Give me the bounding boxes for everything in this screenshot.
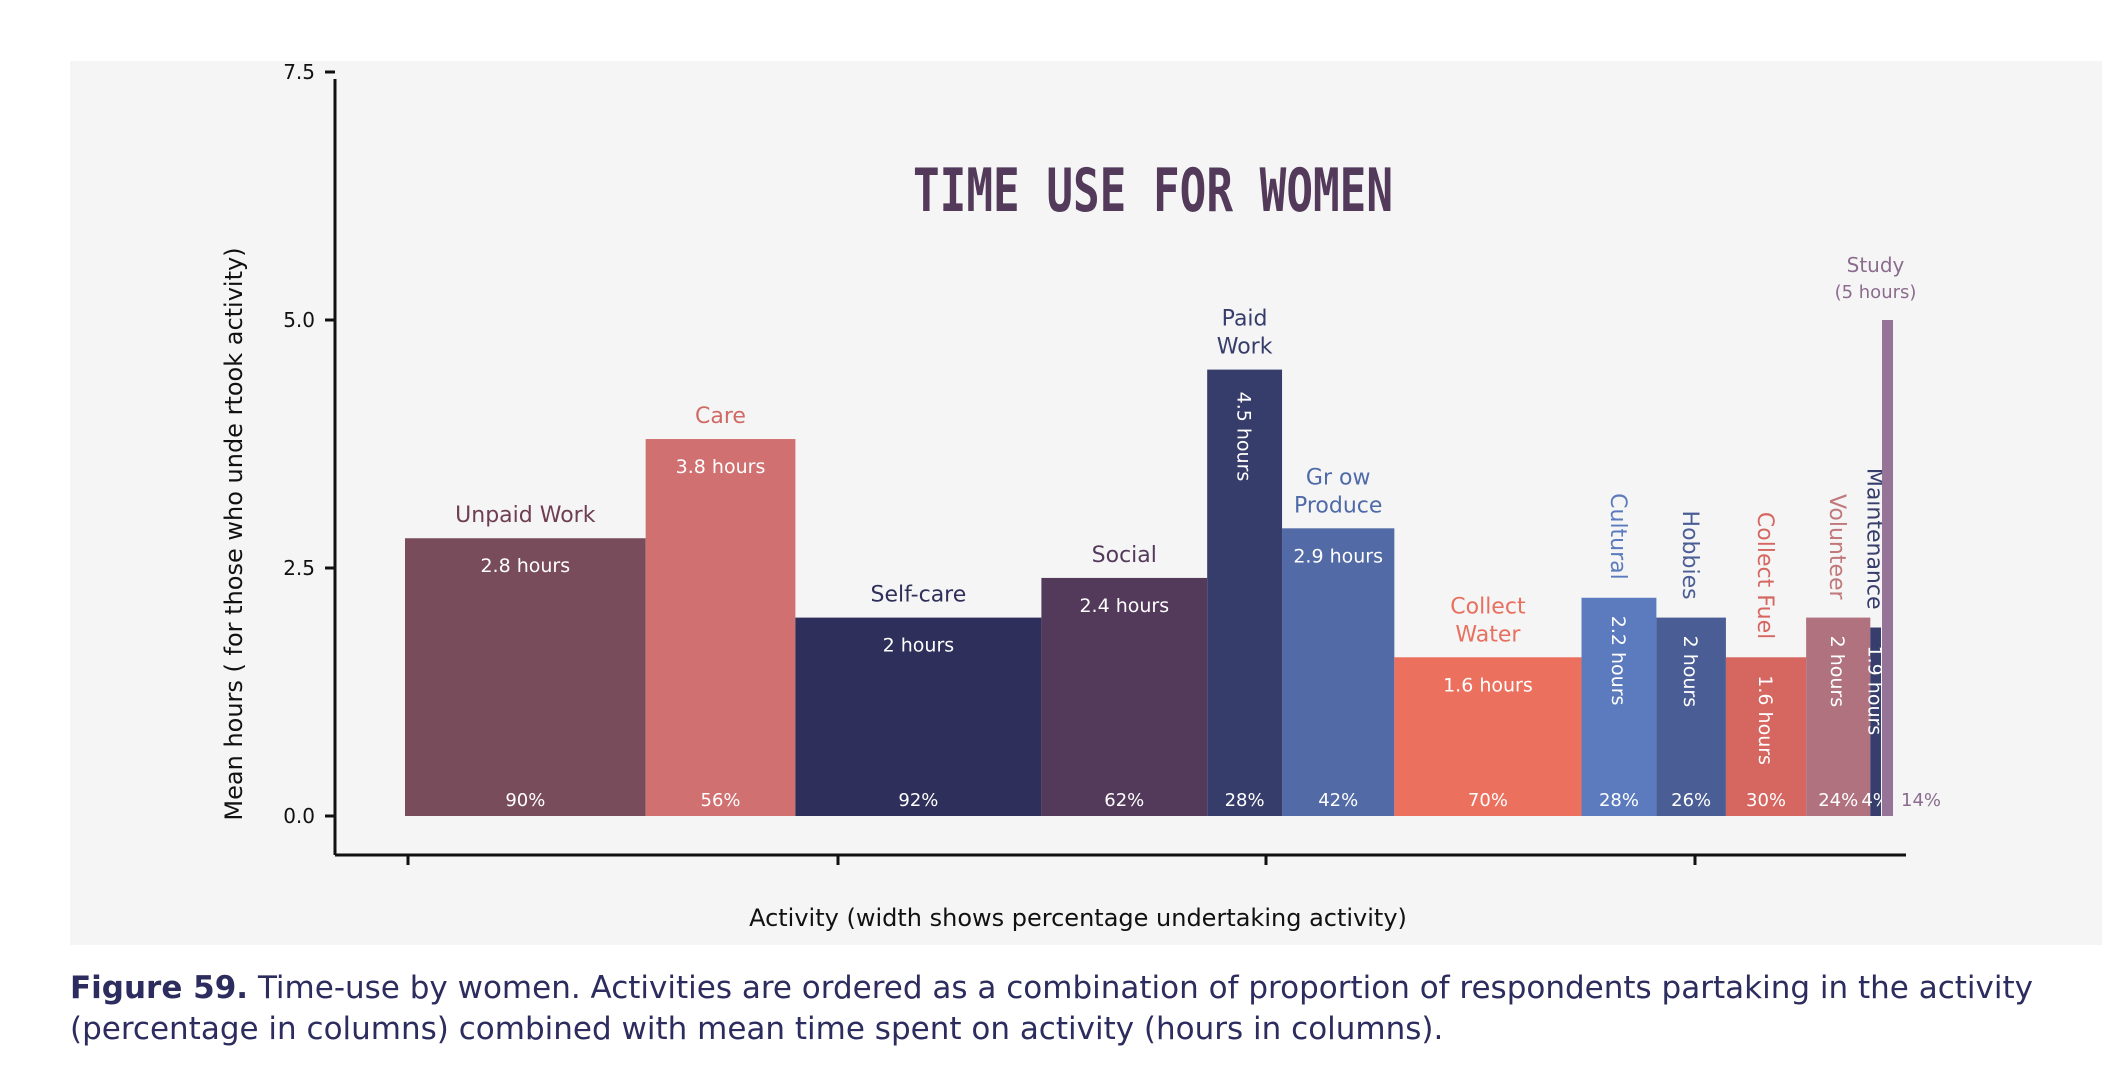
hours-label-hobbies: 2 hours — [1679, 636, 1701, 708]
category-label-study: Study — [1847, 253, 1905, 277]
hours-label-study: (5 hours) — [1835, 282, 1917, 303]
bar-care — [645, 439, 796, 816]
percent-label-social: 62% — [1104, 790, 1144, 811]
category-label-volunteer: Volunteer — [1824, 494, 1849, 600]
hours-label-paid-work: 4.5 hours — [1233, 392, 1255, 482]
bar-collect-fuel — [1725, 657, 1807, 816]
category-label-unpaid-work: Unpaid Work — [455, 503, 596, 528]
y-tick-label: 7.5 — [283, 61, 315, 84]
bar-collect-water — [1394, 657, 1582, 816]
bar-unpaid-work — [405, 538, 646, 816]
y-tick-label: 5.0 — [283, 308, 315, 332]
bar-hobbies — [1656, 617, 1726, 816]
percent-label-hobbies: 26% — [1671, 790, 1711, 811]
category-label-cultural: Cultural — [1605, 493, 1630, 580]
y-axis-title: Mean hours ( for those who unde rtook ac… — [220, 247, 248, 820]
category-label-collect-fuel: Collect Fuel — [1752, 512, 1777, 639]
bar-social — [1041, 577, 1208, 816]
bar-grow-produce — [1282, 528, 1395, 816]
category-label-social: Social — [1092, 543, 1157, 568]
percent-label-paid-work: 28% — [1225, 790, 1265, 811]
hours-label-self-care: 2 hours — [883, 635, 955, 657]
percent-label-collect-fuel: 30% — [1746, 790, 1786, 811]
chart-svg: TIME USE FOR WOMEN 90% 2.8 hours Unpaid Wo… — [220, 61, 1941, 932]
hours-label-unpaid-work: 2.8 hours — [480, 555, 570, 577]
percent-label-grow-produce: 42% — [1318, 790, 1358, 811]
bar-paid-work — [1207, 369, 1283, 816]
x-axis-title: Activity (width shows percentage underta… — [749, 904, 1407, 932]
percent-label-care: 56% — [701, 790, 741, 811]
category-label-self-care: Self-care — [871, 583, 967, 608]
bars-layer: 90% 2.8 hours Unpaid Work 56% 3.8 hours Care 9… — [405, 253, 1941, 816]
figure-caption-text: Time-use by women. Activities are ordere… — [70, 970, 2033, 1047]
percent-label-study: 14% — [1901, 790, 1941, 811]
hours-label-grow-produce: 2.9 hours — [1293, 545, 1383, 567]
bar-study — [1882, 320, 1893, 816]
category-label-collect-water-line1: Collect — [1450, 594, 1526, 619]
hours-label-cultural: 2.2 hours — [1607, 616, 1629, 706]
percent-label-collect-water: 70% — [1468, 790, 1508, 811]
percent-label-volunteer: 24% — [1818, 790, 1858, 811]
hours-label-collect-water: 1.6 hours — [1443, 674, 1533, 696]
hours-label-care: 3.8 hours — [676, 456, 766, 478]
y-tick-label: 0.0 — [283, 804, 315, 828]
hours-label-social: 2.4 hours — [1079, 595, 1169, 617]
figure-caption: Figure 59. Time-use by women. Activities… — [70, 968, 2070, 1050]
percent-label-cultural: 28% — [1599, 790, 1639, 811]
chart-title: TIME USE FOR WOMEN — [913, 156, 1393, 226]
percent-label-unpaid-work: 90% — [505, 790, 545, 811]
percent-label-self-care: 92% — [898, 790, 938, 811]
category-label-hobbies: Hobbies — [1677, 511, 1702, 600]
bar-volunteer — [1806, 617, 1871, 816]
figure-label: Figure 59. — [70, 970, 249, 1006]
hours-label-collect-fuel: 1.6 hours — [1754, 675, 1776, 765]
category-label-paid-work-line1: Paid — [1222, 307, 1268, 332]
category-label-grow-produce-line2: Produce — [1294, 493, 1382, 518]
hours-label-maintenance: 1.9 hours — [1864, 646, 1886, 736]
bar-cultural — [1581, 597, 1657, 816]
category-label-collect-water-line2: Water — [1455, 622, 1521, 647]
y-tick-label: 2.5 — [283, 556, 315, 580]
bar-self-care — [795, 617, 1042, 816]
hours-label-volunteer: 2 hours — [1826, 636, 1848, 708]
category-label-paid-work-line2: Work — [1217, 335, 1273, 360]
category-label-grow-produce-line1: Gr ow — [1306, 465, 1371, 490]
category-label-care: Care — [695, 404, 746, 429]
chart-panel: TIME USE FOR WOMEN 90% 2.8 hours Unpaid Wo… — [70, 61, 2102, 945]
bar-maintenance — [1870, 627, 1881, 816]
axes-layer: 0.0 2.5 5.0 7.5 — [283, 61, 1906, 865]
